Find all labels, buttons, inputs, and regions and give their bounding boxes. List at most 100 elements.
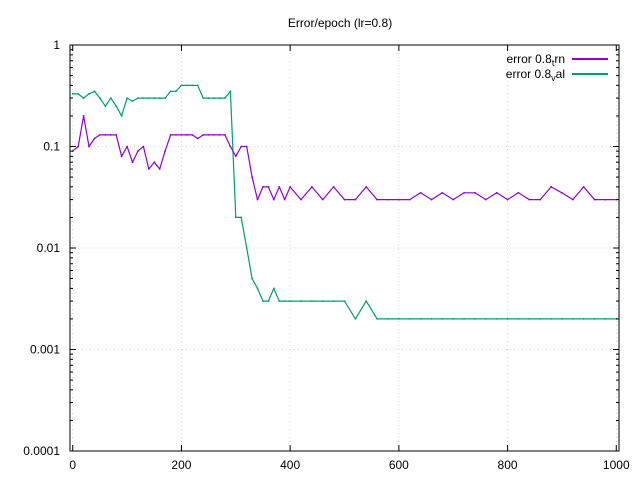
data-point: [593, 318, 596, 320]
data-point: [256, 198, 259, 201]
legend-label-trn: error 0.8trn: [506, 52, 565, 68]
data-point: [283, 300, 286, 302]
y-tick-label: 1: [53, 38, 60, 52]
data-point: [365, 300, 368, 302]
legend-label-val: error 0.8val: [506, 67, 565, 83]
data-point: [452, 318, 455, 320]
axis-ticks: 0 200 400 600 800 1000 0.0001 0.001 0.01 0.1 1: [23, 38, 630, 472]
data-point: [213, 134, 215, 136]
data-point: [506, 198, 509, 201]
data-point: [158, 97, 161, 99]
data-point: [419, 318, 422, 320]
data-point: [278, 300, 281, 302]
data-point: [354, 318, 357, 320]
data-point: [300, 300, 302, 302]
x-tick-label: 400: [280, 458, 300, 472]
data-point: [463, 318, 465, 320]
legend: error 0.8trn error 0.8val: [506, 52, 608, 83]
data-point: [186, 84, 188, 87]
data-point: [131, 100, 134, 102]
data-point: [463, 191, 465, 194]
data-point: [109, 97, 112, 99]
data-point: [571, 198, 574, 201]
data-point: [343, 198, 346, 201]
data-point: [137, 150, 139, 153]
data-point: [196, 137, 199, 140]
data-point: [191, 84, 194, 87]
data-point: [218, 134, 221, 136]
data-point: [484, 318, 487, 320]
data-point: [202, 134, 205, 136]
x-tick-label: 600: [389, 458, 409, 472]
data-point: [164, 97, 167, 99]
data-point: [234, 155, 237, 158]
data-point: [408, 318, 411, 320]
data-point: [517, 191, 520, 194]
data-point: [289, 300, 291, 302]
data-point: [240, 145, 243, 148]
data-point: [175, 90, 177, 93]
data-point: [120, 155, 123, 158]
data-point: [82, 97, 85, 99]
data-point: [495, 318, 498, 320]
data-point: [354, 198, 357, 201]
data-point: [441, 191, 444, 194]
data-point: [104, 134, 107, 136]
data-point: [251, 277, 254, 280]
data-point: [474, 191, 476, 194]
data-point: [180, 84, 183, 87]
data-point: [262, 186, 264, 188]
data-point: [77, 93, 80, 95]
data-point: [495, 191, 498, 194]
data-point: [539, 198, 542, 201]
data-point: [267, 186, 270, 188]
data-point: [240, 216, 243, 219]
data-point: [245, 247, 248, 249]
data-point: [321, 300, 324, 302]
x-tick-label: 200: [171, 458, 191, 472]
data-point: [104, 105, 107, 107]
data-point: [561, 191, 563, 194]
data-point: [550, 318, 552, 320]
data-point: [126, 145, 128, 148]
data-point: [452, 198, 455, 201]
data-point: [311, 186, 313, 188]
data-point: [408, 198, 411, 201]
data-point: [311, 300, 313, 302]
data-point: [398, 198, 400, 201]
data-point: [376, 198, 378, 201]
data-point: [126, 97, 128, 99]
data-point: [175, 134, 177, 136]
data-point: [283, 198, 286, 201]
data-point: [321, 198, 324, 201]
data-point: [202, 97, 205, 99]
data-point: [153, 161, 156, 164]
data-point: [441, 318, 444, 320]
data-point: [147, 168, 150, 170]
data-point: [550, 186, 552, 188]
data-point: [131, 161, 134, 164]
data-point: [582, 318, 585, 320]
data-point: [71, 93, 74, 95]
data-point: [147, 97, 150, 99]
data-point: [484, 198, 487, 201]
data-point: [142, 97, 145, 99]
data-point: [251, 176, 254, 179]
data-point: [387, 318, 389, 320]
data-point: [115, 105, 118, 107]
y-tick-label: 0.0001: [23, 444, 60, 458]
data-point: [93, 137, 96, 140]
x-tick-label: 1000: [603, 458, 630, 472]
data-point: [164, 150, 167, 153]
data-point: [528, 318, 531, 320]
series-layer: [71, 84, 618, 320]
data-point: [88, 145, 90, 148]
data-point: [430, 198, 433, 201]
chart-title: Error/epoch (lr=0.8): [288, 16, 392, 30]
data-point: [571, 318, 574, 320]
data-point: [99, 134, 101, 136]
data-point: [93, 90, 96, 93]
data-point: [213, 97, 215, 99]
